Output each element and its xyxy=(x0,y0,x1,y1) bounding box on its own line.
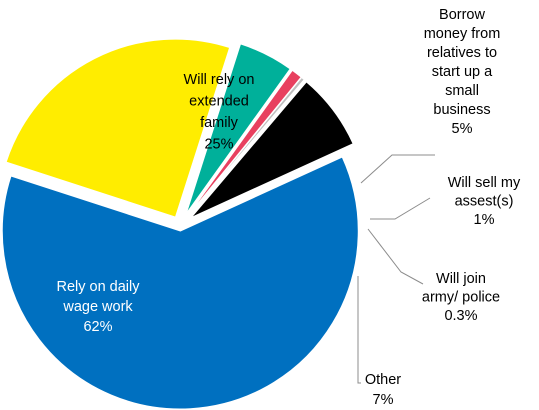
data-label-rely-on-daily-wage-work: Rely on daily wage work 62% xyxy=(56,279,140,335)
leader-line-borrow-money-from-relatives-to-start-up-a-small-business xyxy=(360,154,435,184)
leader-line-will-join-army-police xyxy=(367,228,424,285)
leader-lines xyxy=(357,154,435,384)
slice-will-rely-on-extended-family xyxy=(5,38,231,218)
slice-other xyxy=(190,81,354,219)
pie-slices xyxy=(1,38,359,410)
slice-rely-on-daily-wage-work xyxy=(1,156,359,410)
leader-line-will-sell-my-assest-s xyxy=(370,197,431,220)
slice-borrow-money-from-relatives-to-start-up-a-small-business xyxy=(185,43,291,214)
slice-labels: Will rely on extended family 25% Borrow money… xyxy=(56,7,521,408)
slice-will-sell-my-assest-s xyxy=(188,69,302,216)
data-label-will-rely-on-extended-family: Will rely on extended family 25% xyxy=(184,72,255,153)
data-label-will-join-army-police: Will join army/ police 0.3% xyxy=(422,271,500,324)
data-label-borrow-money-from-relatives-to-start-up-a-small-business: Borrow money from relatives to start up a sm… xyxy=(424,7,501,137)
data-label-will-sell-my-assest-s: Will sell my assest(s) 1% xyxy=(448,175,521,228)
slice-will-join-army-police xyxy=(188,76,305,216)
leader-line-other xyxy=(357,276,361,384)
data-label-other: Other 7% xyxy=(365,372,401,408)
